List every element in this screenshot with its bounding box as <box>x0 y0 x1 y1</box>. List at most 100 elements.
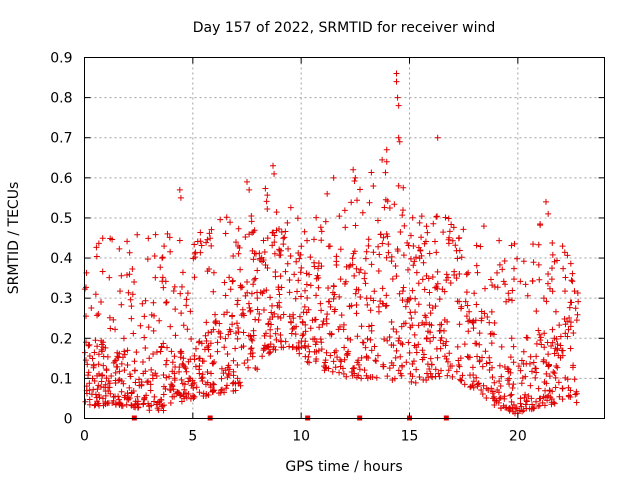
data-point <box>160 383 167 390</box>
data-point <box>248 336 255 343</box>
data-point <box>426 250 433 257</box>
data-point <box>430 334 437 341</box>
data-point <box>183 296 190 303</box>
data-point <box>506 375 513 382</box>
data-point <box>204 236 211 243</box>
data-point <box>223 382 230 389</box>
data-point <box>454 255 461 262</box>
data-point <box>150 299 157 306</box>
data-point <box>94 343 101 350</box>
data-point <box>244 289 251 296</box>
chart-title: Day 157 of 2022, SRMTID for receiver win… <box>193 20 496 36</box>
data-point <box>131 358 138 365</box>
data-point <box>497 394 504 401</box>
data-point <box>144 256 151 263</box>
data-point <box>237 282 244 289</box>
data-point <box>277 273 284 280</box>
data-point <box>244 278 251 285</box>
data-point <box>259 290 266 297</box>
data-point <box>408 378 415 385</box>
data-point <box>313 275 320 282</box>
data-point <box>100 362 107 369</box>
data-point <box>398 323 405 330</box>
data-point <box>426 365 433 372</box>
data-point <box>370 249 377 256</box>
data-point <box>573 388 580 395</box>
data-point <box>325 284 332 291</box>
data-point <box>331 291 338 298</box>
data-point <box>286 289 293 296</box>
data-point <box>530 359 537 366</box>
data-point <box>158 343 165 350</box>
data-point <box>171 283 178 290</box>
data-point <box>244 357 251 364</box>
data-point <box>463 271 470 278</box>
data-point <box>527 382 534 389</box>
data-point <box>107 235 114 242</box>
data-point <box>299 332 306 339</box>
data-point <box>361 275 368 282</box>
data-point <box>390 326 397 333</box>
data-point <box>567 393 574 400</box>
data-point <box>474 269 481 276</box>
data-point <box>444 358 451 365</box>
data-point <box>120 335 127 342</box>
data-point <box>559 396 566 403</box>
data-point <box>271 310 278 317</box>
data-point <box>306 348 313 355</box>
data-point <box>562 330 569 337</box>
data-point <box>513 405 520 412</box>
data-point <box>221 389 228 396</box>
data-point <box>100 402 107 409</box>
data-point <box>391 375 398 382</box>
data-point <box>427 338 434 345</box>
data-point <box>479 390 486 397</box>
data-point <box>394 94 401 101</box>
data-point <box>404 266 411 273</box>
data-point <box>89 355 96 362</box>
data-point <box>96 394 103 401</box>
data-point <box>529 277 536 284</box>
data-point <box>530 241 537 248</box>
data-point <box>124 238 131 245</box>
data-point <box>214 348 221 355</box>
data-point <box>166 234 173 241</box>
data-point <box>167 248 174 255</box>
data-point <box>296 313 303 320</box>
data-point <box>457 305 464 312</box>
data-point <box>230 379 237 386</box>
data-point <box>92 391 99 398</box>
data-point <box>240 343 247 350</box>
data-point <box>399 297 406 304</box>
data-point <box>131 367 138 374</box>
data-point <box>395 182 402 189</box>
data-point <box>505 406 512 413</box>
data-point <box>381 336 388 343</box>
data-point <box>549 265 556 272</box>
data-point <box>339 365 346 372</box>
data-point <box>282 228 289 235</box>
data-point <box>537 337 544 344</box>
data-point <box>386 205 393 212</box>
data-point <box>486 354 493 361</box>
data-point <box>525 393 532 400</box>
data-point <box>323 349 330 356</box>
data-point <box>350 166 357 173</box>
data-point <box>182 390 189 397</box>
data-point <box>395 367 402 374</box>
data-point <box>138 382 145 389</box>
data-point <box>442 342 449 349</box>
data-point <box>432 284 439 291</box>
data-point <box>434 213 441 220</box>
data-point <box>176 237 183 244</box>
data-point <box>341 207 348 214</box>
data-point <box>94 386 101 393</box>
data-point <box>411 258 418 265</box>
data-point <box>362 280 369 287</box>
data-point <box>499 266 506 273</box>
data-point <box>488 385 495 392</box>
data-point <box>110 359 117 366</box>
data-point <box>193 384 200 391</box>
data-point <box>375 243 382 250</box>
data-point <box>196 355 202 362</box>
